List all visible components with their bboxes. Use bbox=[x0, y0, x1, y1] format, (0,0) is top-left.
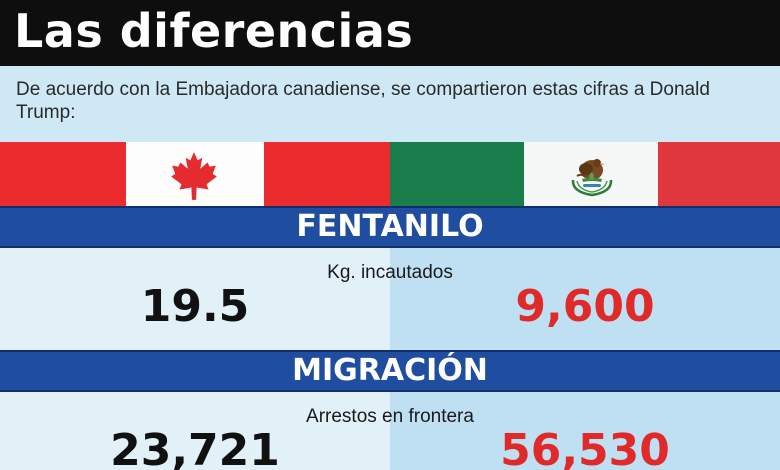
mexico-coat-of-arms-icon bbox=[571, 159, 613, 197]
migracion-mexico-panel bbox=[390, 392, 780, 470]
fentanilo-mexico-value: 9,600 bbox=[515, 281, 655, 332]
canada-flag-left-stripe bbox=[0, 142, 126, 206]
migracion-mexico-value: 56,530 bbox=[500, 425, 670, 470]
mexico-flag-red-stripe bbox=[658, 142, 780, 206]
fentanilo-metric-label: Kg. incautados bbox=[327, 262, 453, 283]
migracion-section-header: MIGRACIÓN bbox=[0, 350, 780, 392]
page-title: Las diferencias bbox=[14, 4, 414, 58]
migracion-metric-label: Arrestos en frontera bbox=[306, 406, 474, 427]
mexico-flag-green-stripe bbox=[390, 142, 524, 206]
intro-section: De acuerdo con la Embajadora canadiense,… bbox=[0, 66, 780, 142]
fentanilo-title: FENTANILO bbox=[296, 209, 484, 244]
flags-row bbox=[0, 142, 780, 206]
canada-flag-right-stripe bbox=[264, 142, 390, 206]
migracion-canada-panel bbox=[0, 392, 390, 470]
maple-leaf-icon bbox=[171, 152, 217, 200]
fentanilo-canada-value: 19.5 bbox=[140, 281, 250, 332]
intro-text: De acuerdo con la Embajadora canadiense,… bbox=[16, 79, 710, 123]
title-bar: Las diferencias bbox=[0, 0, 780, 66]
migracion-canada-value: 23,721 bbox=[110, 425, 280, 470]
migracion-title: MIGRACIÓN bbox=[292, 353, 488, 388]
fentanilo-canada-panel bbox=[0, 248, 390, 350]
fentanilo-mexico-panel bbox=[390, 248, 780, 350]
fentanilo-section-header: FENTANILO bbox=[0, 206, 780, 248]
